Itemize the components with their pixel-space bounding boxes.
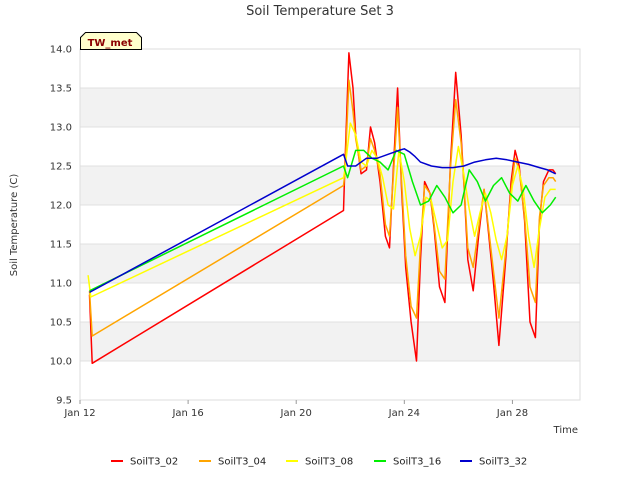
- y-tick-label: 13.0: [50, 123, 72, 134]
- y-tick-label: 9.5: [56, 396, 72, 407]
- series-line-soilt3-32: [89, 148, 557, 294]
- series-line-soilt3-02: [88, 52, 557, 365]
- y-tick-label: 11.5: [50, 240, 72, 251]
- legend-label: SoilT3_08: [305, 457, 353, 468]
- plot-band: [80, 322, 580, 361]
- chart-title: Soil Temperature Set 3: [246, 4, 394, 19]
- y-tick-label: 10.0: [50, 357, 72, 368]
- x-tick-label: Jan 24: [388, 408, 420, 419]
- y-axis-ticks: 9.5 10.0 10.5 11.0 11.5 12.0 12.5 13.0 13.5 14.0: [50, 45, 72, 407]
- site-badge-box: [80, 32, 142, 50]
- site-badge-label: TW_met: [88, 38, 133, 49]
- y-tick-label: 13.5: [50, 84, 72, 95]
- legend-label: SoilT3_16: [393, 457, 441, 468]
- legend-label: SoilT3_02: [130, 457, 178, 468]
- y-tick-label: 12.0: [50, 201, 72, 212]
- x-axis-title: Time: [553, 425, 578, 436]
- legend-label: SoilT3_04: [218, 457, 266, 468]
- plot-frame: [79, 48, 581, 401]
- plot-background-bands: [80, 88, 580, 361]
- series-line-soilt3-08: [87, 122, 556, 298]
- series-line-soilt3-16: [89, 149, 557, 292]
- x-tick-label: Jan 16: [171, 408, 203, 419]
- y-tick-label: 10.5: [50, 318, 72, 329]
- x-tick-label: Jan 20: [280, 408, 312, 419]
- site-badge: TW_met: [80, 32, 142, 50]
- x-tick-label: Jan 12: [63, 408, 95, 419]
- legend-label: SoilT3_32: [479, 457, 527, 468]
- y-tick-label: 12.5: [50, 162, 72, 173]
- legend: SoilT3_02 SoilT3_04 SoilT3_08 SoilT3_16 Soil…: [111, 457, 527, 468]
- y-tick-label: 14.0: [50, 45, 72, 56]
- x-axis-ticks: Jan 12 Jan 16 Jan 20 Jan 24 Jan 28: [63, 400, 528, 419]
- plot-band: [80, 88, 580, 127]
- y-tick-label: 11.0: [50, 279, 72, 290]
- x-tick-label: Jan 28: [496, 408, 528, 419]
- series-layer: [87, 52, 557, 365]
- y-axis-title: Soil Temperature (C): [9, 174, 20, 277]
